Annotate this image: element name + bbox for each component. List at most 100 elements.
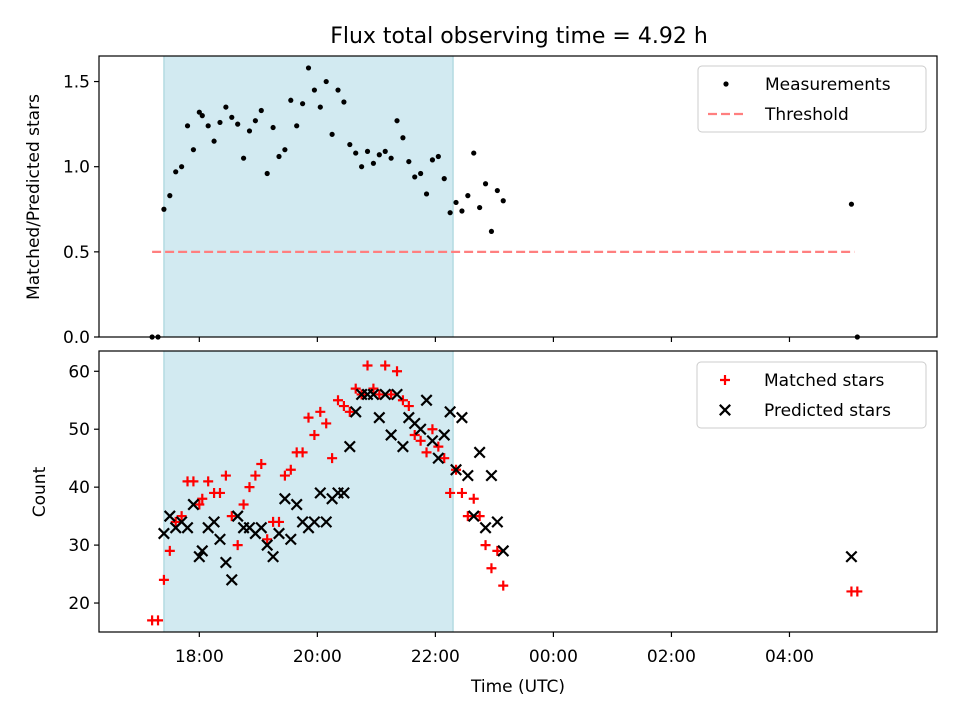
bottom-data-point [445, 487, 456, 498]
bottom-data-point [157, 527, 170, 540]
top-data-point [388, 155, 394, 161]
bottom-y-tick-label: 50 [68, 420, 90, 440]
bottom-data-point [403, 401, 414, 412]
bottom-data-point [158, 574, 169, 585]
bottom-data-point [164, 545, 175, 556]
bottom-data-point [479, 521, 492, 534]
bottom-data-point [474, 511, 485, 522]
bottom-data-point [225, 573, 238, 586]
bottom-legend-label: Matched stars [764, 371, 884, 391]
bottom-data-point [197, 493, 208, 504]
bottom-data-point [433, 441, 444, 452]
bottom-y-axis-label: Count [30, 466, 50, 517]
bottom-data-point [374, 389, 385, 400]
bottom-axes-frame [98, 350, 938, 633]
top-data-point [311, 87, 318, 93]
top-data-point [500, 198, 506, 204]
top-data-point [341, 99, 347, 105]
top-data-point [347, 141, 353, 148]
bottom-data-point [462, 511, 473, 522]
bottom-data-point [284, 533, 297, 546]
bottom-data-point [181, 521, 194, 534]
top-data-point [217, 119, 223, 126]
bottom-data-point [450, 463, 463, 476]
bottom-legend-marker [719, 404, 731, 416]
top-data-point [394, 118, 400, 124]
top-data-point [276, 153, 282, 160]
bottom-data-point [314, 486, 327, 499]
top-panel: 0.0 0.5 1.0 1.5 Measurements Threshold [63, 55, 938, 348]
top-data-point [240, 155, 247, 161]
top-data-point [435, 153, 441, 160]
top-data-point [258, 107, 264, 114]
bottom-data-point [273, 527, 285, 540]
x-tick-label: 02:00 [647, 647, 696, 667]
bottom-data-point [214, 487, 225, 498]
top-y-axis-label: Matched/Predicted stars [24, 94, 44, 300]
bottom-legend-box [696, 361, 927, 429]
bottom-data-point [208, 515, 221, 528]
bottom-data-point [327, 453, 338, 464]
bottom-data-point [163, 510, 176, 523]
top-data-point [294, 123, 300, 129]
bottom-legend-label: Predicted stars [764, 401, 891, 421]
bottom-data-point [285, 464, 296, 475]
top-data-point [190, 147, 197, 153]
bottom-data-point [279, 470, 290, 481]
top-data-point [305, 65, 312, 71]
top-data-point [406, 158, 412, 165]
top-data-point [229, 114, 235, 120]
top-data-point [335, 87, 341, 93]
top-data-point [429, 157, 436, 163]
bottom-data-point [203, 476, 214, 487]
top-data-point [179, 164, 185, 170]
bottom-series-1 [157, 388, 858, 586]
bottom-data-point [238, 499, 249, 510]
top-data-point [270, 124, 276, 131]
bottom-data-point [188, 476, 199, 487]
bottom-data-point [455, 411, 468, 424]
x-tick-label: 18:00 [175, 647, 224, 667]
bottom-data-point [438, 429, 451, 441]
bottom-data-point [256, 458, 267, 469]
bottom-data-point [414, 423, 427, 436]
bottom-data-point [456, 487, 467, 498]
bottom-data-point [409, 430, 420, 441]
bottom-data-point [473, 446, 486, 459]
top-data-point [488, 228, 495, 235]
bottom-data-point [368, 383, 379, 394]
top-y-tick-label: 1.5 [63, 73, 90, 93]
top-data-point [167, 193, 173, 199]
top-data-point [359, 164, 365, 170]
bottom-data-point [373, 411, 386, 424]
bottom-data-point [343, 440, 356, 453]
bottom-observing-span [163, 350, 454, 633]
bottom-data-point [273, 516, 284, 527]
top-y-tick-label: 0.0 [63, 328, 90, 348]
bottom-data-point [333, 395, 344, 406]
top-legend-label: Threshold [764, 105, 849, 125]
top-data-point [376, 152, 382, 158]
top-legend-marker [723, 81, 729, 87]
bottom-data-point [485, 469, 498, 482]
bottom-data-point [380, 360, 391, 371]
top-data-point [317, 104, 323, 110]
bottom-data-point [220, 470, 231, 481]
bottom-data-point [391, 388, 403, 401]
top-data-point [252, 118, 258, 124]
top-data-point [482, 181, 489, 187]
top-axes-frame [98, 55, 938, 338]
top-data-point [205, 123, 211, 129]
bottom-data-point [396, 440, 409, 453]
bottom-data-point [321, 418, 332, 429]
top-data-point [423, 191, 430, 197]
bottom-data-point [255, 521, 268, 534]
top-data-point [329, 131, 335, 137]
bottom-data-point [219, 556, 232, 569]
bottom-series-0 [147, 360, 863, 626]
bottom-data-point [492, 545, 503, 556]
bottom-data-point [420, 394, 433, 407]
top-legend-box [697, 65, 927, 133]
x-tick-label: 00:00 [529, 647, 578, 667]
bottom-data-point [308, 515, 321, 528]
